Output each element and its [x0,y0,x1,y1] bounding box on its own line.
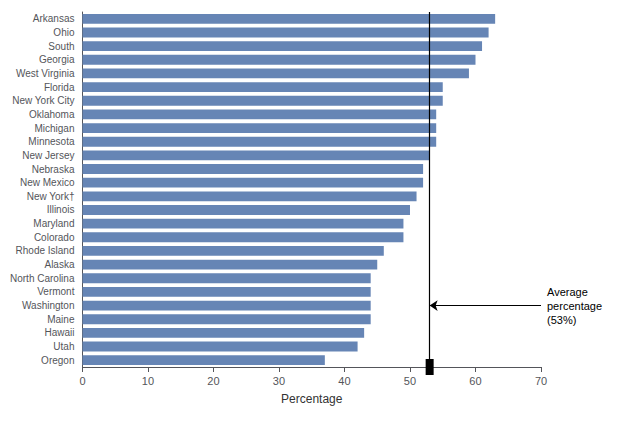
svg-text:Maryland: Maryland [33,218,74,229]
svg-text:Colorado: Colorado [34,232,75,243]
svg-text:New Mexico: New Mexico [20,177,75,188]
svg-text:70: 70 [535,375,547,387]
svg-text:50: 50 [404,375,416,387]
svg-text:Utah: Utah [53,341,74,352]
svg-text:30: 30 [273,375,285,387]
svg-text:West Virginia: West Virginia [16,68,75,79]
svg-text:10: 10 [142,375,154,387]
svg-text:Maine: Maine [47,314,75,325]
svg-text:Florida: Florida [44,82,75,93]
svg-text:Nebraska: Nebraska [32,164,75,175]
svg-text:40: 40 [338,375,350,387]
svg-text:percentage: percentage [547,300,602,312]
svg-text:Oklahoma: Oklahoma [29,109,75,120]
svg-text:Georgia: Georgia [39,54,75,65]
svg-text:North Carolina: North Carolina [10,273,75,284]
svg-text:Rhode Island: Rhode Island [16,245,75,256]
svg-text:(53%): (53%) [547,314,576,326]
svg-text:Arkansas: Arkansas [33,13,75,24]
svg-text:Minnesota: Minnesota [28,136,75,147]
svg-text:Washington: Washington [22,300,74,311]
svg-text:Oregon: Oregon [41,355,74,366]
svg-text:Ohio: Ohio [53,27,75,38]
svg-text:Hawaii: Hawaii [44,327,74,338]
svg-text:New Jersey: New Jersey [22,150,74,161]
svg-text:Average: Average [547,286,588,298]
svg-text:60: 60 [469,375,481,387]
svg-text:New York City: New York City [12,95,74,106]
svg-text:Illinois: Illinois [47,204,75,215]
svg-text:Percentage: Percentage [281,392,343,406]
svg-text:New York†: New York† [27,191,75,202]
svg-text:South: South [48,41,74,52]
svg-text:20: 20 [207,375,219,387]
svg-text:Vermont: Vermont [37,286,74,297]
svg-text:0: 0 [79,375,85,387]
svg-text:Alaska: Alaska [44,259,74,270]
svg-text:Michigan: Michigan [34,123,74,134]
